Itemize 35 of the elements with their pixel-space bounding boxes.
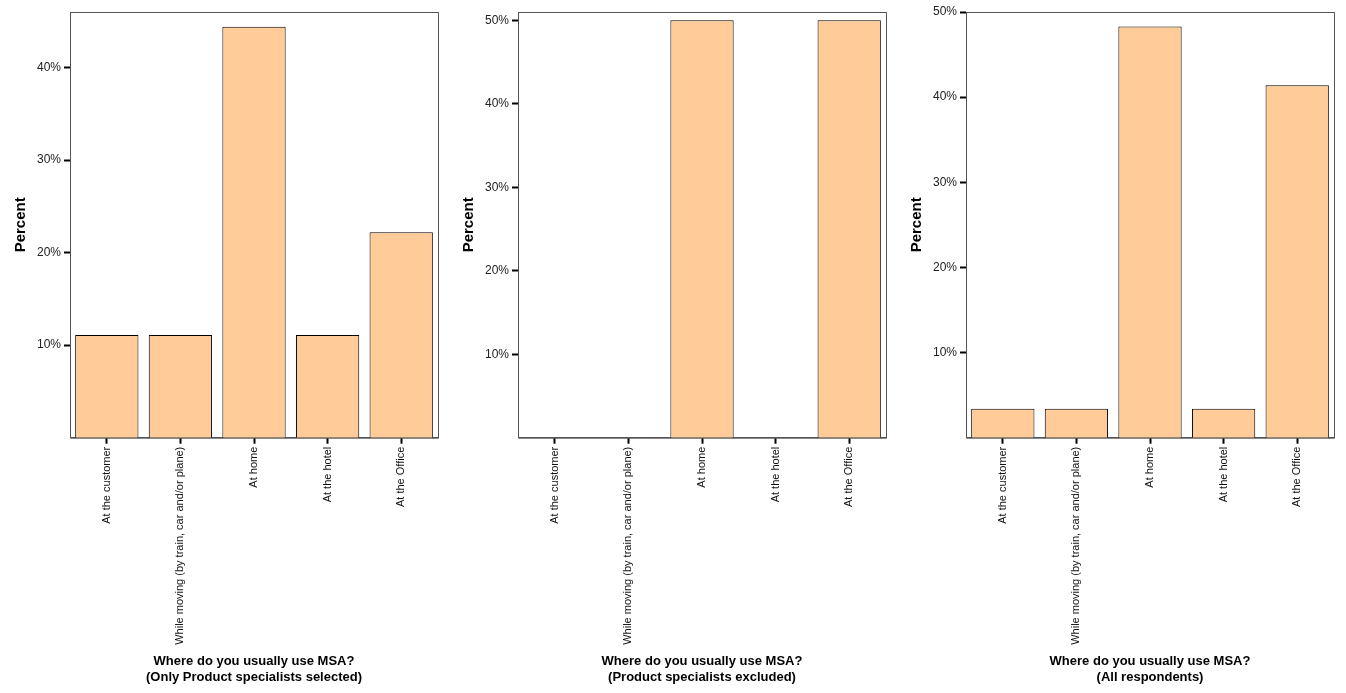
- x-tick-label: At home: [695, 446, 708, 488]
- x-tick-label: While moving (by train, car and/or plane): [1069, 446, 1082, 645]
- x-axis-title: Where do you usually use MSA? (Product specialists excluded): [601, 653, 803, 684]
- y-tick-label: 50%: [932, 4, 958, 19]
- y-tick-label: 20%: [484, 263, 510, 278]
- x-tick-label: While moving (by train, car and/or plane): [621, 446, 634, 645]
- y-tick-label: 10%: [36, 337, 62, 352]
- y-tick-label: 10%: [932, 344, 958, 359]
- y-tick-label: 40%: [484, 96, 510, 111]
- x-tick-label: At home: [247, 446, 260, 488]
- x-tick-label: At the customer: [99, 446, 112, 524]
- x-tick-label: While moving (by train, car and/or plane): [173, 446, 186, 645]
- y-axis-title: Percent: [459, 197, 477, 253]
- x-tick-label: At home: [1143, 446, 1156, 488]
- y-tick-label: 50%: [484, 12, 510, 27]
- x-axis-title: Where do you usually use MSA? (All respondents): [1049, 653, 1251, 684]
- y-tick-label: 10%: [484, 346, 510, 361]
- x-tick-label: At the Office: [842, 446, 855, 508]
- y-tick-label: 40%: [932, 89, 958, 104]
- x-tick-label: At the hotel: [768, 446, 781, 503]
- x-tick-label: At the Office: [1290, 446, 1303, 508]
- x-axis-title: Where do you usually use MSA? (Only Product specialists selected): [145, 653, 363, 684]
- x-tick-label: At the customer: [995, 446, 1008, 524]
- y-tick-label: 30%: [484, 179, 510, 194]
- y-tick-label: 20%: [932, 259, 958, 274]
- x-tick-label: At the hotel: [1216, 446, 1229, 503]
- x-tick-label: At the customer: [547, 446, 560, 524]
- x-tick-label: At the hotel: [320, 446, 333, 503]
- y-tick-label: 20%: [36, 244, 62, 259]
- y-tick-label: 40%: [36, 59, 62, 74]
- x-tick-label: At the Office: [394, 446, 407, 508]
- y-axis-title: Percent: [907, 197, 925, 253]
- y-tick-label: 30%: [932, 174, 958, 189]
- y-tick-label: 30%: [36, 152, 62, 167]
- y-axis-title: Percent: [11, 197, 29, 253]
